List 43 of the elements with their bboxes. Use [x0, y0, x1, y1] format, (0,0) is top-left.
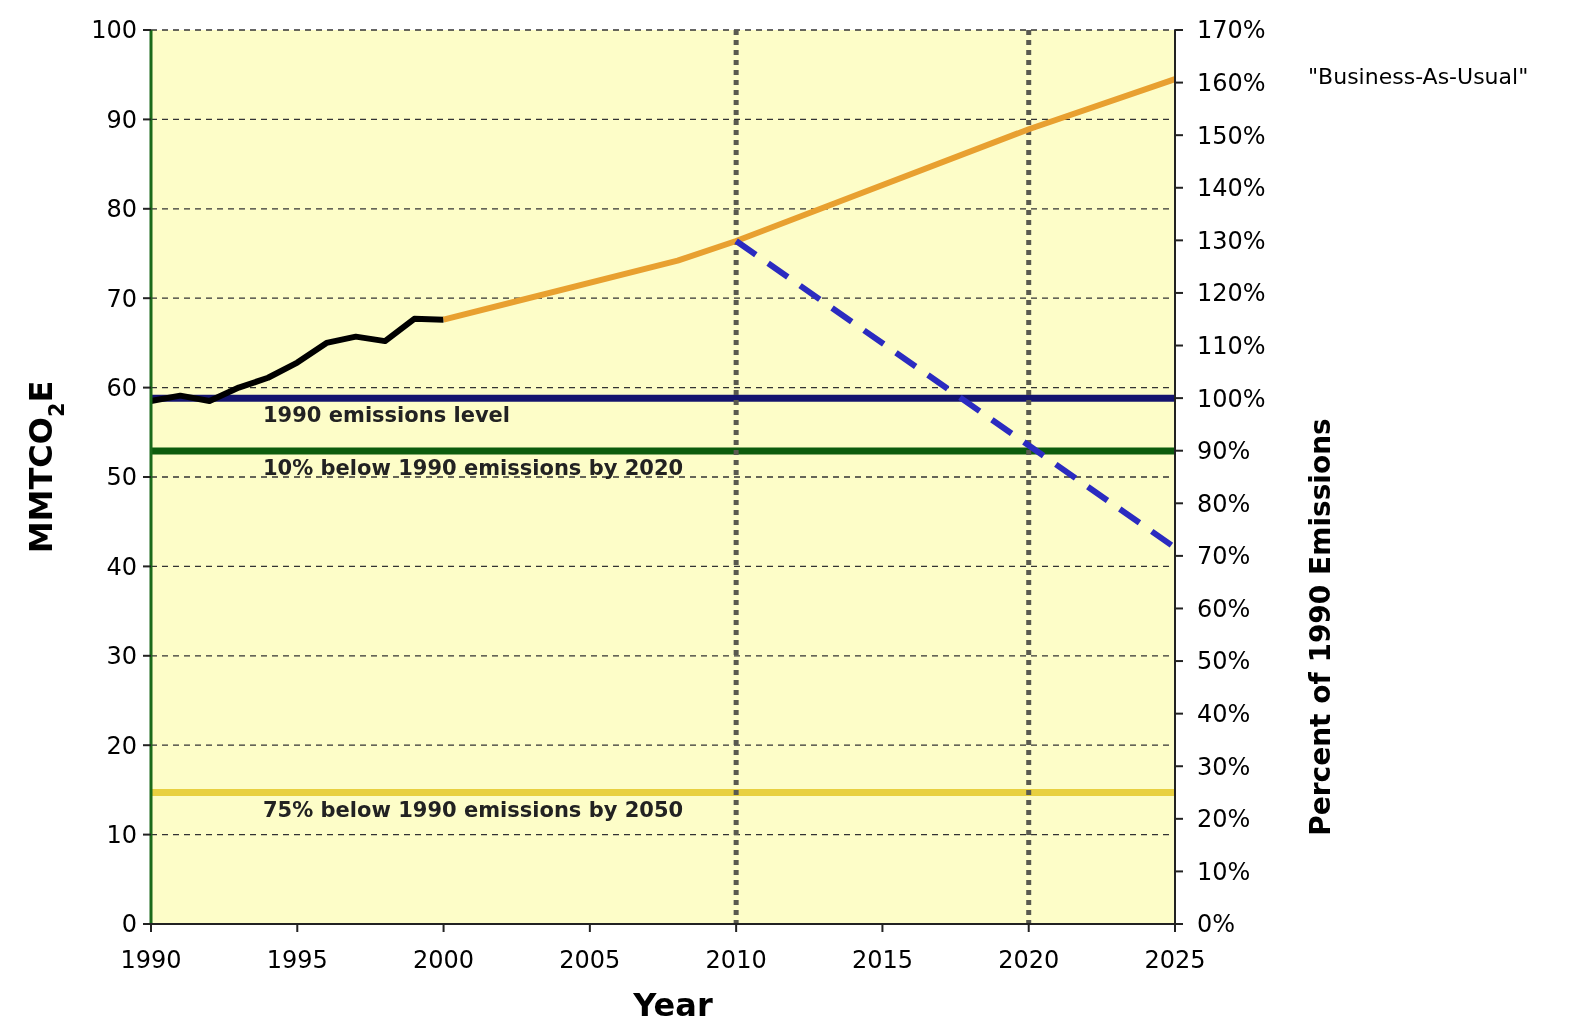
y2-tick-label: 80%: [1197, 489, 1251, 518]
y2-tick-label: 0%: [1197, 910, 1236, 939]
x-tick-label: 2005: [559, 946, 621, 974]
y-tick-label: 50: [106, 463, 137, 492]
y2-tick-label: 60%: [1197, 594, 1251, 623]
y2-tick-label: 160%: [1197, 68, 1266, 97]
y2-tick-label: 70%: [1197, 542, 1251, 571]
y-tick-label: 40: [106, 552, 137, 581]
ref-line-label: 1990 emissions level: [263, 403, 511, 428]
y2-tick-label: 110%: [1197, 331, 1266, 360]
y-tick-label: 10: [106, 821, 137, 849]
x-tick-label: 1995: [266, 946, 328, 974]
y-tick-label: 60: [106, 374, 137, 402]
y2-tick-label: 140%: [1197, 174, 1266, 203]
y-tick-label: 80: [106, 195, 137, 224]
y2-tick-label: 120%: [1197, 279, 1266, 308]
y2-tick-label: 10%: [1197, 857, 1251, 886]
y-tick-label: 0: [121, 910, 137, 939]
x-tick-label: 2015: [851, 946, 913, 974]
y2-tick-label: 100%: [1197, 384, 1266, 413]
x-axis-title: Year: [632, 986, 713, 1024]
y2-tick-label: 30%: [1197, 752, 1251, 781]
y2-axis-title: Percent of 1990 Emissions: [1304, 418, 1337, 836]
text: "Business-As-Usual": [1308, 64, 1529, 89]
y2-tick-label: 90%: [1197, 437, 1251, 466]
y-tick-label: 70: [106, 284, 137, 313]
y-tick-label: 90: [106, 105, 137, 134]
y2-tick-label: 130%: [1197, 226, 1266, 255]
x-tick-label: 2025: [1144, 946, 1206, 974]
y2-tick-label: 20%: [1197, 805, 1251, 834]
x-tick-label: 2020: [998, 946, 1060, 974]
y2-tick-label: 150%: [1197, 121, 1266, 150]
x-tick-label: 1990: [120, 946, 182, 974]
y-tick-label: 20: [106, 731, 137, 760]
y2-tick-label: 40%: [1197, 700, 1251, 729]
ref-line-label: 75% below 1990 emissions by 2050: [263, 797, 684, 822]
x-tick-label: 2010: [705, 946, 767, 974]
y2-tick-label: 170%: [1197, 16, 1266, 45]
y2-tick-label: 50%: [1197, 647, 1251, 676]
y-tick-label: 100: [91, 16, 137, 45]
x-tick-label: 2000: [413, 946, 475, 974]
y-tick-label: 30: [106, 642, 137, 671]
ref-line-label: 10% below 1990 emissions by 2020: [263, 456, 684, 481]
